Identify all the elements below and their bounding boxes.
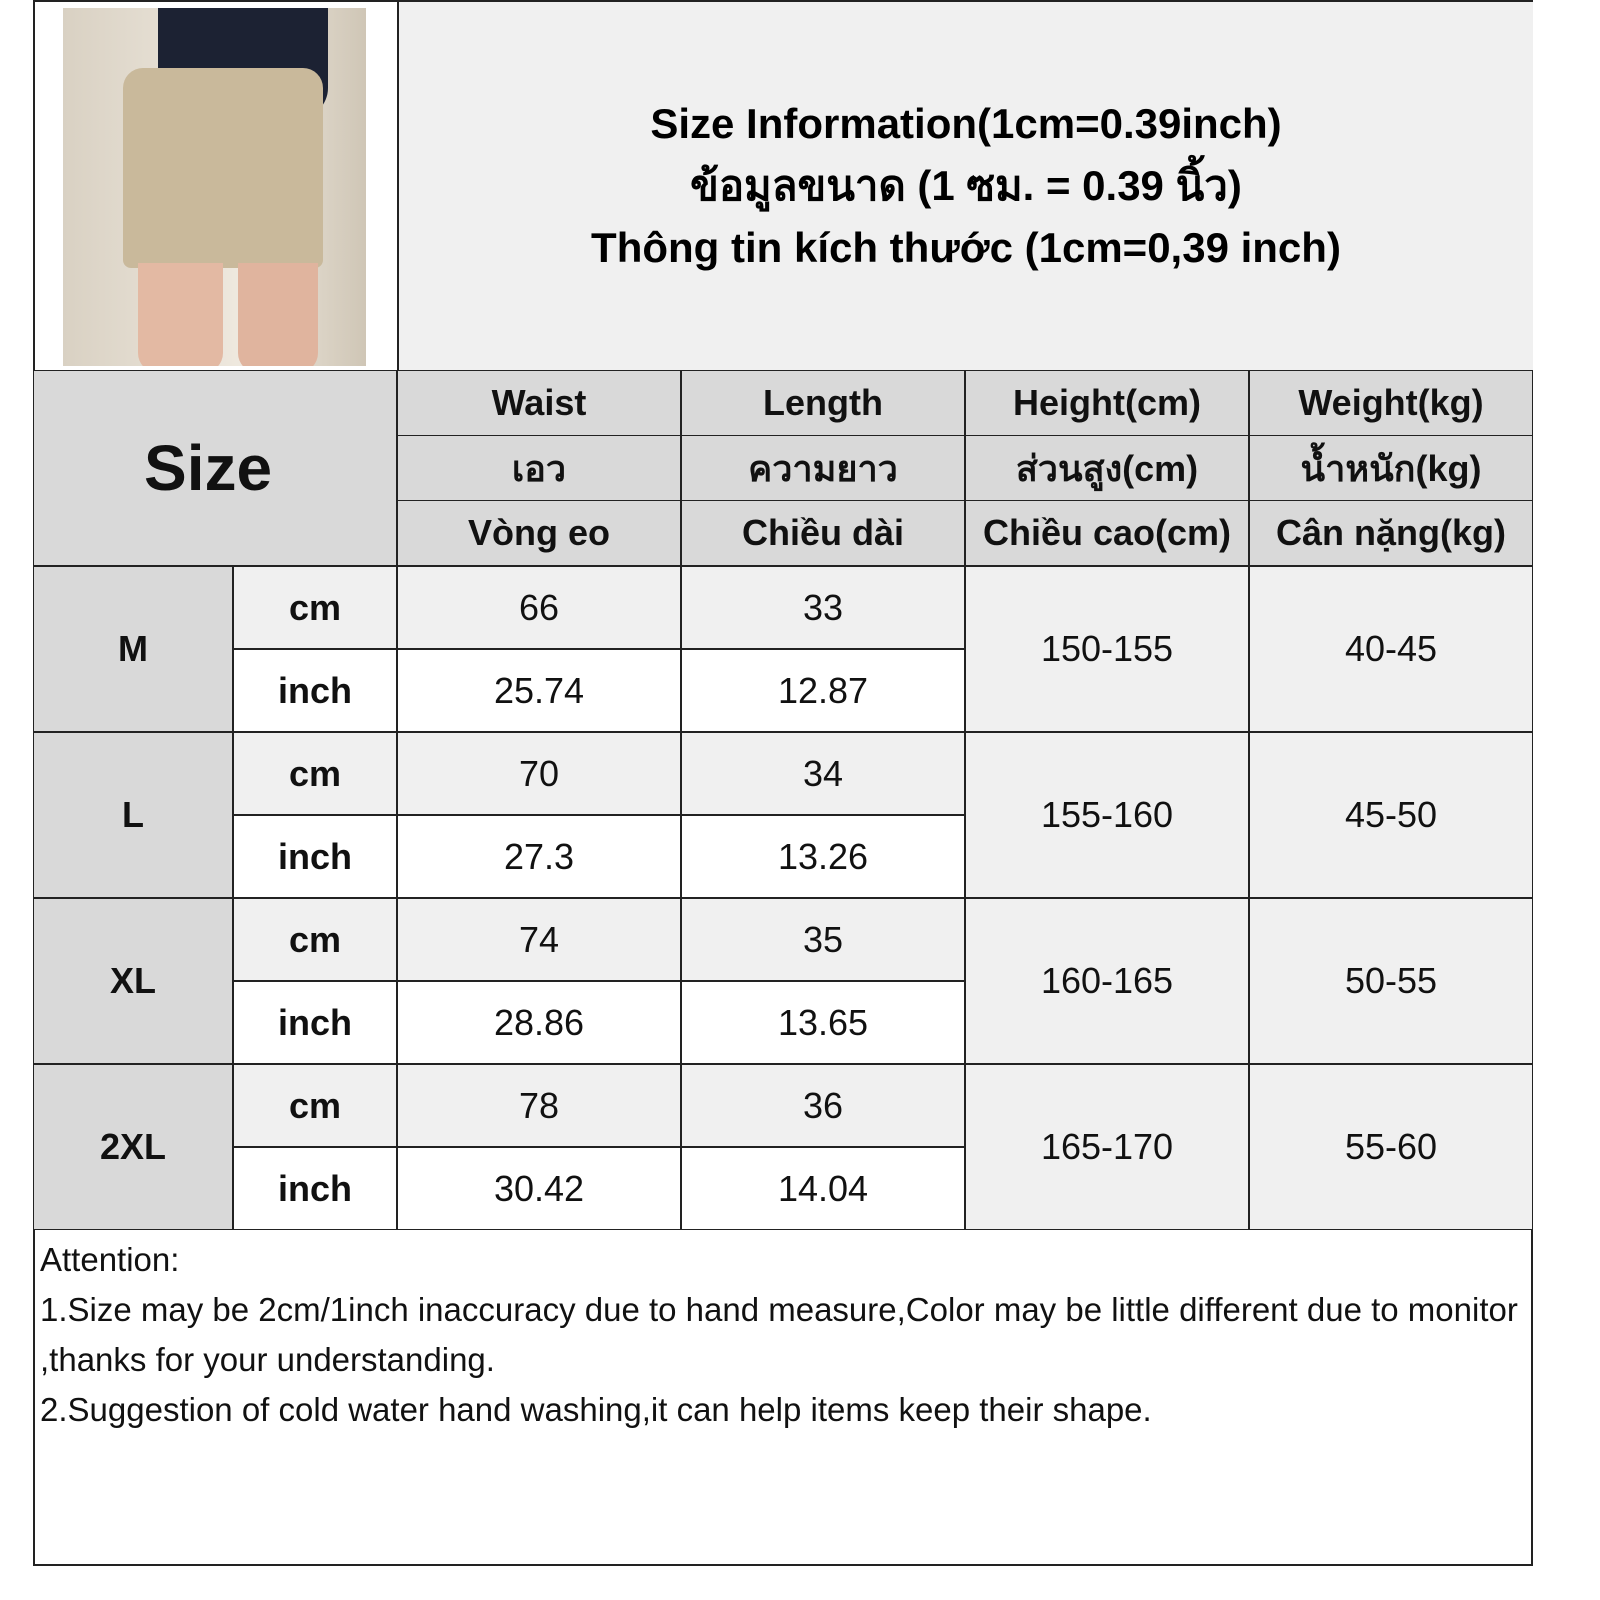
- title-box: Size Information(1cm=0.39inch) ข้อมูลขนา…: [397, 2, 1533, 370]
- waist-cm: 78: [397, 1064, 681, 1147]
- unit-inch: inch: [233, 815, 397, 898]
- weight-range: 55-60: [1249, 1064, 1533, 1230]
- height-range: 160-165: [965, 898, 1249, 1064]
- unit-cm: cm: [233, 732, 397, 815]
- column-header: Chiều cao(cm): [965, 500, 1249, 566]
- unit-cm: cm: [233, 1064, 397, 1147]
- column-header: Height(cm): [965, 370, 1249, 436]
- height-range: 150-155: [965, 566, 1249, 732]
- title-en: Size Information(1cm=0.39inch): [650, 100, 1282, 147]
- size-header: Size: [33, 370, 397, 566]
- length-cm: 34: [681, 732, 965, 815]
- column-header: Cân nặng(kg): [1249, 500, 1533, 566]
- length-inch: 12.87: [681, 649, 965, 732]
- weight-range: 40-45: [1249, 566, 1533, 732]
- unit-inch: inch: [233, 649, 397, 732]
- waist-inch: 30.42: [397, 1147, 681, 1230]
- product-photo: [63, 8, 366, 366]
- length-cm: 35: [681, 898, 965, 981]
- column-header: ความยาว: [681, 435, 965, 501]
- length-inch: 14.04: [681, 1147, 965, 1230]
- column-header: เอว: [397, 435, 681, 501]
- column-header: น้ำหนัก(kg): [1249, 435, 1533, 501]
- waist-inch: 28.86: [397, 981, 681, 1064]
- waist-inch: 25.74: [397, 649, 681, 732]
- title-vi: Thông tin kích thước (1cm=0,39 inch): [591, 224, 1341, 271]
- unit-inch: inch: [233, 981, 397, 1064]
- column-header: Weight(kg): [1249, 370, 1533, 436]
- size-label: M: [33, 566, 233, 732]
- length-inch: 13.26: [681, 815, 965, 898]
- note-1: 1.Size may be 2cm/1inch inaccuracy due t…: [40, 1291, 1518, 1378]
- waist-inch: 27.3: [397, 815, 681, 898]
- length-cm: 36: [681, 1064, 965, 1147]
- weight-range: 45-50: [1249, 732, 1533, 898]
- title-th: ข้อมูลขนาด (1 ซม. = 0.39 นิ้ว): [690, 162, 1242, 209]
- size-label: 2XL: [33, 1064, 233, 1230]
- column-header: Waist: [397, 370, 681, 436]
- weight-range: 50-55: [1249, 898, 1533, 1064]
- unit-cm: cm: [233, 566, 397, 649]
- column-header: Vòng eo: [397, 500, 681, 566]
- notes: Attention: 1.Size may be 2cm/1inch inacc…: [40, 1235, 1520, 1435]
- notes-heading: Attention:: [40, 1241, 180, 1278]
- unit-inch: inch: [233, 1147, 397, 1230]
- length-inch: 13.65: [681, 981, 965, 1064]
- length-cm: 33: [681, 566, 965, 649]
- column-header: Length: [681, 370, 965, 436]
- waist-cm: 66: [397, 566, 681, 649]
- waist-cm: 74: [397, 898, 681, 981]
- column-header: ส่วนสูง(cm): [965, 435, 1249, 501]
- size-label: XL: [33, 898, 233, 1064]
- height-range: 165-170: [965, 1064, 1249, 1230]
- column-header: Chiều dài: [681, 500, 965, 566]
- height-range: 155-160: [965, 732, 1249, 898]
- unit-cm: cm: [233, 898, 397, 981]
- waist-cm: 70: [397, 732, 681, 815]
- note-2: 2.Suggestion of cold water hand washing,…: [40, 1391, 1152, 1428]
- size-label: L: [33, 732, 233, 898]
